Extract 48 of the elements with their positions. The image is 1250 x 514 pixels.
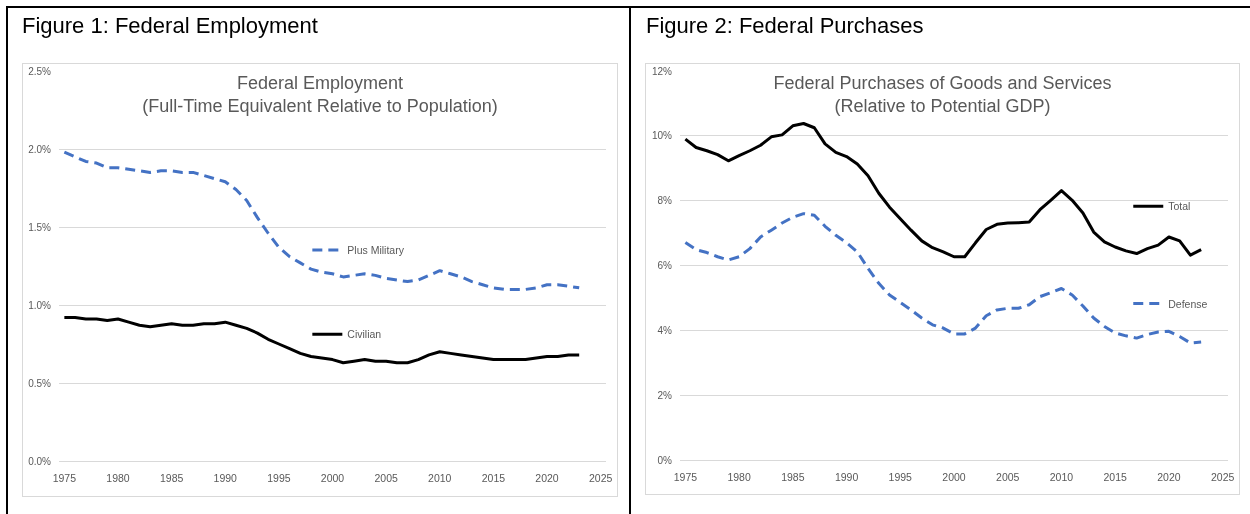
chart-title: Federal Purchases of Goods and Services (773, 72, 1112, 93)
x-tick-label: 2020 (1157, 470, 1181, 483)
line-series (62, 315, 581, 365)
y-tick-label: 1.5% (28, 221, 52, 233)
x-tick-label: 2010 (1049, 470, 1074, 483)
y-tick-label: 8% (657, 195, 673, 207)
chart-title: Federal Employment (236, 72, 404, 93)
x-tick-label: 2000 (320, 471, 345, 484)
x-tick-label: 2000 (942, 470, 966, 483)
x-tick-label: 2015 (481, 471, 506, 484)
y-tick-label: 0.0% (28, 455, 52, 467)
line-series (62, 150, 581, 291)
x-tick-label: 1985 (159, 471, 184, 484)
x-tick-label: 2025 (1210, 470, 1235, 483)
x-tick-label: 2005 (374, 471, 398, 484)
caption: Figure 1: Federal Employment (22, 13, 318, 39)
x-tick-label: 1980 (106, 471, 130, 484)
x-tick-label: 2020 (535, 471, 559, 484)
x-tick-label: 1990 (213, 471, 238, 484)
y-tick-label: 2.0% (28, 143, 52, 155)
x-tick-label: 1990 (834, 470, 859, 483)
line-series (683, 122, 1203, 259)
y-tick-label: 10% (651, 130, 673, 142)
x-tick-label: 2025 (588, 471, 613, 484)
x-tick-label: 1995 (888, 470, 913, 483)
y-tick-label: 2% (657, 389, 673, 401)
y-tick-label: 0.5% (28, 377, 52, 389)
x-tick-label: 1995 (267, 471, 291, 484)
x-tick-label: 2005 (996, 470, 1020, 483)
legend-label: Defense (1168, 297, 1208, 310)
caption: Figure 2: Federal Purchases (646, 13, 924, 39)
x-tick-label: 2010 (428, 471, 452, 484)
legend-label: Total (1168, 200, 1191, 213)
x-tick-label: 1980 (727, 470, 751, 483)
text: (Full-Time Equivalent Relative to Population) (142, 96, 498, 117)
y-tick-label: 6% (657, 260, 673, 271)
legend-label: Civilian (347, 328, 382, 341)
legend-label: Plus Military (347, 244, 405, 257)
x-tick-label: 2015 (1103, 470, 1128, 483)
x-tick-label: 1975 (52, 471, 77, 484)
x-tick-label: 1985 (781, 470, 805, 483)
y-tick-label: 0% (657, 454, 673, 466)
y-tick-label: 12% (651, 65, 673, 77)
x-tick-label: 1975 (673, 470, 698, 483)
y-tick-label: 2.5% (28, 65, 52, 77)
y-tick-label: 4% (657, 324, 673, 336)
text: (Relative to Potential GDP) (834, 96, 1051, 117)
y-tick-label: 1.0% (28, 299, 52, 311)
